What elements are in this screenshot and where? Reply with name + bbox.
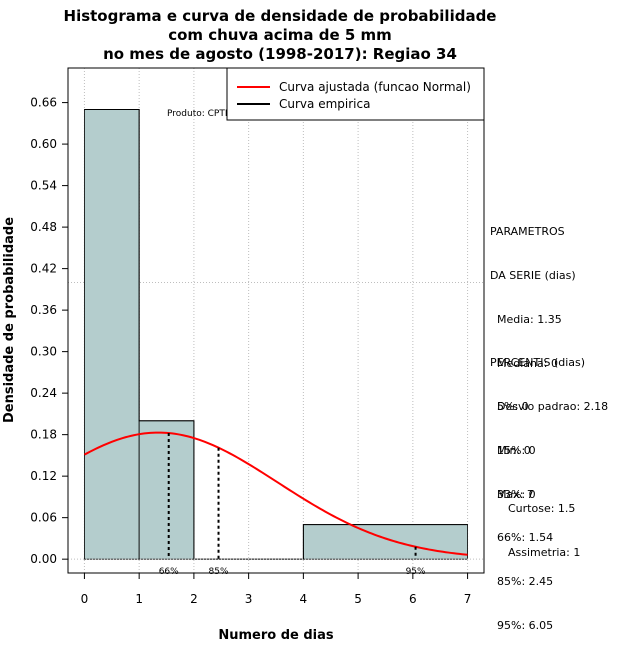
parametros-heading: PARAMETROS [490,225,565,239]
percentis-33: 33%: 0 [490,487,536,501]
x-tick-label-7: 7 [464,592,472,606]
y-tick-label-7: 0.42 [30,262,57,276]
y-tick-label-1: 0.06 [30,511,57,525]
chart-title-line-3: no mes de agosto (1998-2017): Regiao 34 [103,45,457,63]
y-tick-label-4: 0.24 [30,386,57,400]
legend-label-1: Curva empirica [279,97,370,111]
assimetria-value: Assimetria: 1 [508,545,581,559]
parametros-media: Media: 1.35 [490,312,562,326]
x-tick-label-6: 6 [409,592,417,606]
percentile-label-1: 85% [209,567,229,577]
percentis-95: 95%: 6.05 [490,618,554,632]
series-parameters-block: PARAMETROS DA SERIE (dias) Media: 1.35 M… [490,196,608,517]
curtose-value: Curtose: 1.5 [508,502,576,516]
shape-stats-block: Curtose: 1.5 Assimetria: 1 [508,473,580,575]
legend-box [226,67,485,121]
legend-label-0: Curva ajustada (funcao Normal) [279,80,471,94]
percentiles-block: PERCENTIS (dias) 5%: 0 15%: 0 33%: 0 66%… [490,327,585,648]
y-tick-label-6: 0.36 [30,303,57,317]
parametros-mediana: Mediana: 0 [490,356,558,370]
percentis-15: 15%: 0 [490,443,536,457]
y-tick-label-9: 0.54 [30,179,57,193]
y-tick-label-11: 0.66 [30,96,57,110]
parametros-desvio: Desvio padrao: 2.18 [490,400,609,414]
y-tick-label-10: 0.60 [30,137,57,151]
credit-text: Produto: CPTEC/INPE [167,109,261,119]
percentis-85: 85%: 2.45 [490,575,554,589]
y-tick-label-2: 0.12 [30,469,57,483]
x-tick-label-5: 5 [354,592,362,606]
chart-title-line-1: Histograma e curva de densidade de proba… [63,7,497,25]
parametros-subheading: DA SERIE (dias) [490,268,576,282]
x-tick-label-2: 2 [190,592,198,606]
y-tick-label-5: 0.30 [30,345,57,359]
empirical-curve [84,109,468,560]
parametros-max: Max: 7 [490,487,534,501]
x-axis-title: Numero de dias [218,628,334,643]
y-tick-label-3: 0.18 [30,428,57,442]
normal-fit-curve [83,431,468,556]
x-tick-label-4: 4 [300,592,308,606]
x-tick-label-0: 0 [81,592,89,606]
x-tick-label-1: 1 [135,592,143,606]
y-tick-label-8: 0.48 [30,220,57,234]
percentile-label-2: 95% [406,567,426,577]
y-axis-title: Densidade de probabilidade [2,217,17,423]
percentis-66: 66%: 1.54 [490,531,554,545]
percentis-5: 5%: 0 [490,399,529,413]
chart-title-line-2: com chuva acima de 5 mm [168,26,392,44]
percentile-label-0: 66% [159,567,179,577]
percentis-heading: PERCENTIS (dias) [490,356,586,370]
y-tick-label-0: 0.00 [30,552,57,566]
x-tick-label-3: 3 [245,592,253,606]
histogram-bar-1 [138,420,195,560]
parametros-min: Min: 0 [490,444,531,458]
histogram-bar-0 [84,109,140,560]
histogram-bar-3 [302,524,468,560]
